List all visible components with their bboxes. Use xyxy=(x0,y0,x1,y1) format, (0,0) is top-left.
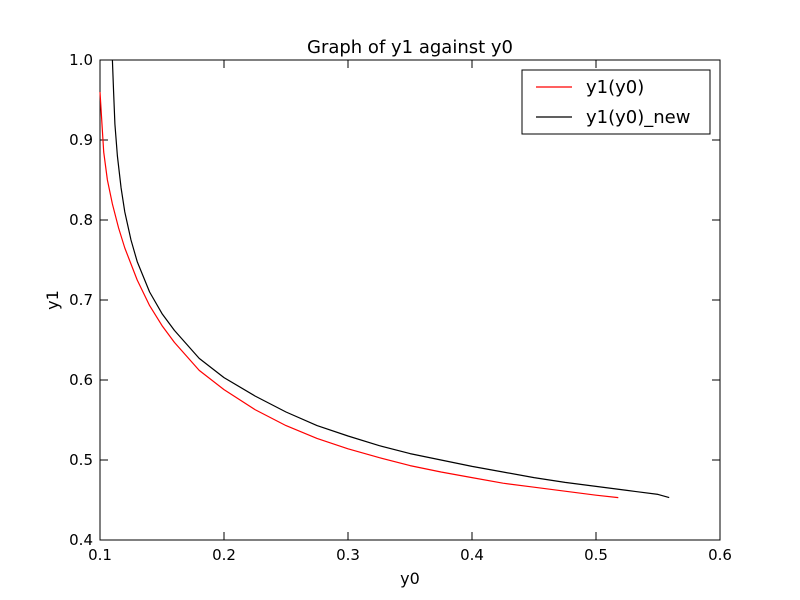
series-line-y1 xyxy=(99,91,619,499)
y-tick-label: 1.0 xyxy=(69,51,93,69)
chart-title: Graph of y1 against y0 xyxy=(307,37,513,58)
legend: y1(y0) y1(y0)_new xyxy=(521,69,711,135)
y-tick-label: 0.9 xyxy=(69,131,93,149)
y-tick-label: 0.4 xyxy=(69,531,93,549)
x-tick-label: 0.6 xyxy=(708,546,732,564)
x-tick-label: 0.4 xyxy=(460,546,484,564)
x-tick-label: 0.3 xyxy=(336,546,360,564)
y-tick-label: 0.8 xyxy=(69,211,93,229)
y-tick-label: 0.6 xyxy=(69,371,93,389)
y-axis-label: y1 xyxy=(43,290,62,310)
x-tick-label: 0.2 xyxy=(212,546,236,564)
x-tick-label: 0.5 xyxy=(584,546,608,564)
x-tick-label: 0.1 xyxy=(88,546,112,564)
y-tick-label: 0.7 xyxy=(69,291,93,309)
legend-label-y1: y1(y0) xyxy=(586,77,644,98)
x-axis-label: y0 xyxy=(400,569,420,588)
series-layer xyxy=(99,59,670,499)
ticks-layer: 0.1 0.2 0.3 0.4 0.5 0.6 0.4 0.5 0.6 0.7 0.8 0.9 1.0 xyxy=(69,51,732,564)
series-line-y1-new xyxy=(111,59,670,499)
legend-label-y1-new: y1(y0)_new xyxy=(586,107,690,128)
y-tick-label: 0.5 xyxy=(69,451,93,469)
legend-box xyxy=(521,69,711,135)
